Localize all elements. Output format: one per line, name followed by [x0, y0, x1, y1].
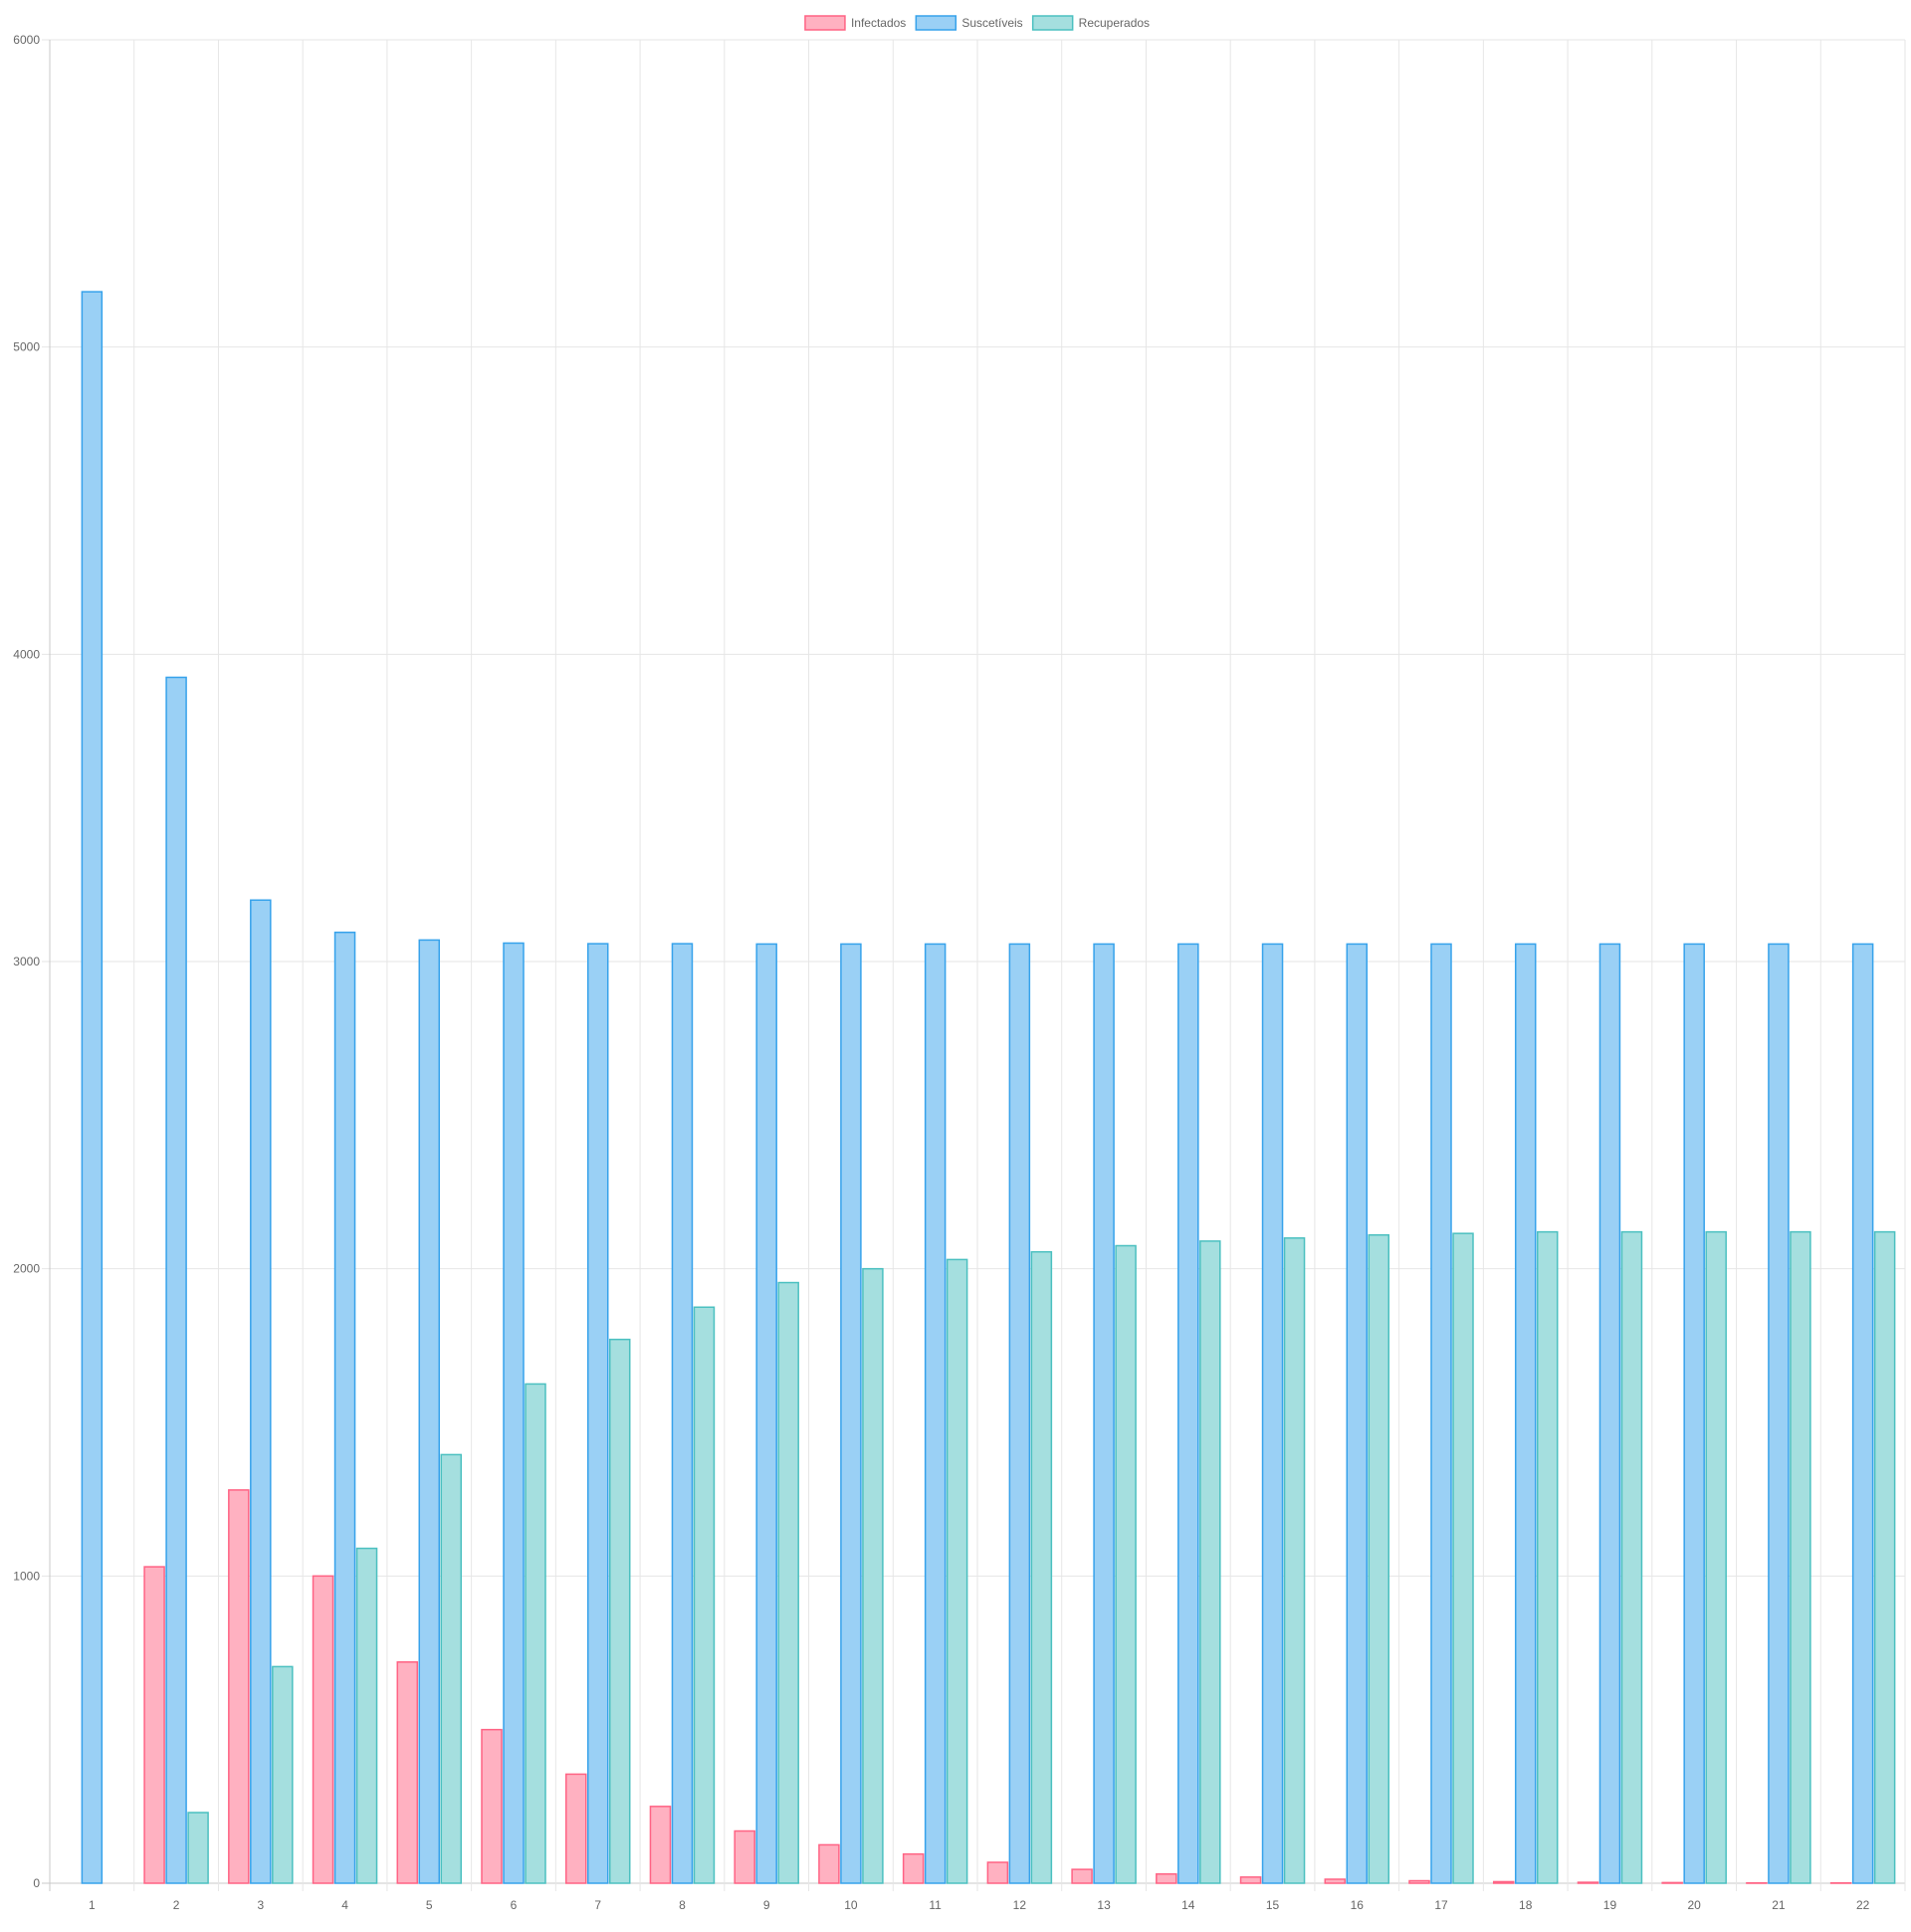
bar-suscetíveis-20 [1684, 944, 1704, 1883]
bar-suscetíveis-9 [756, 944, 776, 1883]
x-tick-label: 8 [679, 1898, 686, 1912]
bar-infectados-3 [229, 1490, 249, 1883]
x-tick-label: 17 [1434, 1898, 1448, 1912]
bar-infectados-12 [987, 1862, 1007, 1883]
bar-recuperados-19 [1621, 1232, 1641, 1883]
x-tick-label: 7 [594, 1898, 601, 1912]
bar-infectados-17 [1409, 1881, 1429, 1883]
bar-recuperados-9 [778, 1283, 798, 1883]
bar-suscetíveis-1 [82, 292, 102, 1883]
x-tick-label: 4 [341, 1898, 348, 1912]
bar-suscetíveis-19 [1599, 944, 1619, 1883]
bar-suscetíveis-13 [1094, 944, 1114, 1883]
y-tick-label: 5000 [13, 340, 40, 354]
bar-infectados-18 [1494, 1881, 1514, 1883]
x-tick-label: 13 [1097, 1898, 1111, 1912]
bar-infectados-13 [1072, 1869, 1092, 1883]
bar-recuperados-6 [526, 1384, 545, 1883]
x-tick-label: 14 [1181, 1898, 1195, 1912]
bar-infectados-6 [482, 1730, 502, 1883]
x-tick-label: 6 [511, 1898, 518, 1912]
x-tick-label: 5 [426, 1898, 433, 1912]
bar-recuperados-5 [441, 1454, 461, 1883]
bar-suscetíveis-21 [1769, 944, 1789, 1883]
bar-infectados-7 [566, 1774, 586, 1883]
y-tick-label: 0 [33, 1876, 40, 1890]
bar-recuperados-21 [1791, 1232, 1810, 1883]
bar-infectados-11 [904, 1854, 924, 1883]
x-tick-label: 19 [1603, 1898, 1617, 1912]
bar-recuperados-20 [1706, 1232, 1726, 1883]
bar-recuperados-4 [357, 1549, 377, 1883]
bar-infectados-10 [819, 1844, 839, 1883]
x-tick-label: 12 [1013, 1898, 1027, 1912]
x-tick-label: 11 [929, 1898, 942, 1912]
bar-recuperados-10 [863, 1269, 883, 1883]
bar-suscetíveis-12 [1009, 944, 1029, 1883]
y-tick-label: 6000 [13, 33, 40, 47]
bar-recuperados-8 [694, 1307, 714, 1883]
x-tick-label: 21 [1772, 1898, 1786, 1912]
x-tick-label: 3 [257, 1898, 264, 1912]
legend-label-infectados[interactable]: Infectados [851, 16, 906, 30]
bar-infectados-4 [314, 1576, 333, 1883]
bar-recuperados-16 [1369, 1235, 1388, 1883]
y-tick-label: 2000 [13, 1262, 40, 1276]
x-tick-label: 2 [173, 1898, 180, 1912]
bar-recuperados-17 [1453, 1233, 1473, 1883]
bar-recuperados-2 [188, 1813, 208, 1883]
bar-infectados-9 [735, 1831, 754, 1883]
x-tick-label: 9 [763, 1898, 770, 1912]
bar-suscetíveis-22 [1853, 944, 1873, 1883]
bar-suscetíveis-8 [672, 944, 692, 1883]
bar-suscetíveis-5 [419, 940, 439, 1883]
legend-swatch-infectados[interactable] [805, 16, 845, 30]
y-tick-label: 4000 [13, 647, 40, 661]
bar-suscetíveis-6 [504, 943, 524, 1883]
bar-suscetíveis-10 [841, 944, 861, 1883]
bar-infectados-5 [397, 1662, 417, 1883]
bar-infectados-8 [650, 1807, 670, 1883]
bar-suscetíveis-3 [251, 900, 271, 1883]
x-tick-label: 10 [844, 1898, 858, 1912]
bar-recuperados-3 [273, 1666, 293, 1883]
bar-infectados-16 [1325, 1879, 1345, 1883]
bar-infectados-19 [1578, 1882, 1597, 1883]
x-tick-label: 20 [1688, 1898, 1702, 1912]
legend-label-suscetíveis[interactable]: Suscetíveis [961, 16, 1022, 30]
x-tick-label: 22 [1856, 1898, 1870, 1912]
bar-recuperados-7 [610, 1340, 630, 1883]
bar-recuperados-18 [1538, 1232, 1558, 1883]
bar-suscetíveis-2 [166, 677, 186, 1883]
x-tick-label: 18 [1519, 1898, 1533, 1912]
bar-infectados-2 [144, 1567, 164, 1883]
bar-recuperados-13 [1116, 1246, 1136, 1883]
bar-recuperados-14 [1200, 1241, 1220, 1883]
bar-recuperados-12 [1031, 1252, 1051, 1883]
bar-recuperados-22 [1875, 1232, 1895, 1883]
bar-suscetíveis-18 [1516, 944, 1536, 1883]
bar-suscetíveis-17 [1431, 944, 1451, 1883]
bar-recuperados-15 [1285, 1238, 1305, 1883]
bar-infectados-15 [1241, 1877, 1261, 1883]
y-tick-label: 3000 [13, 955, 40, 968]
bar-infectados-20 [1662, 1882, 1682, 1883]
bar-suscetíveis-11 [926, 944, 946, 1883]
bar-suscetíveis-14 [1178, 944, 1198, 1883]
bar-suscetíveis-15 [1263, 944, 1283, 1883]
x-tick-label: 1 [89, 1898, 96, 1912]
legend-swatch-recuperados[interactable] [1033, 16, 1073, 30]
legend-swatch-suscetíveis[interactable] [916, 16, 956, 30]
legend-label-recuperados[interactable]: Recuperados [1079, 16, 1150, 30]
bar-suscetíveis-4 [335, 933, 355, 1883]
x-tick-label: 16 [1351, 1898, 1365, 1912]
bar-suscetíveis-7 [588, 944, 608, 1883]
x-tick-label: 15 [1266, 1898, 1280, 1912]
bar-suscetíveis-16 [1347, 944, 1367, 1883]
bar-infectados-14 [1157, 1874, 1176, 1883]
bar-recuperados-11 [948, 1259, 967, 1883]
y-tick-label: 1000 [13, 1569, 40, 1583]
